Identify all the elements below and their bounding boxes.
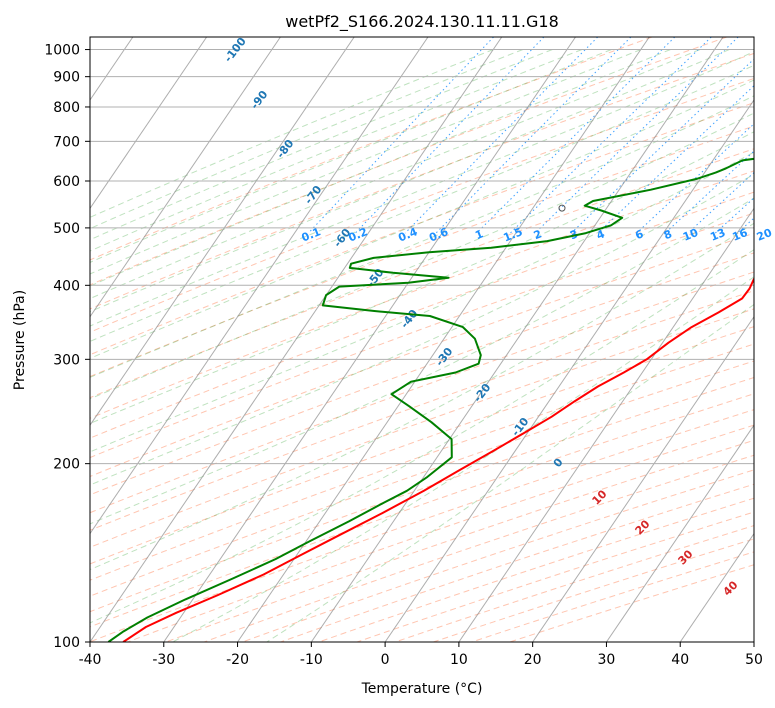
x-tick-label: 20 (524, 652, 542, 668)
moist-adiabat-line (90, 222, 754, 571)
mixing-ratio-label: 10 (681, 226, 700, 244)
dry-adiabat-line (395, 525, 754, 642)
x-tick-label: -40 (79, 652, 102, 668)
dry-adiabat-line (90, 37, 727, 286)
mixing-ratio-label: 13 (708, 226, 727, 244)
dry-adiabat-line (280, 483, 754, 642)
chart-title: wetPf2_S166.2024.130.11.11.G18 (285, 12, 559, 32)
moist-adiabat-line (90, 173, 754, 486)
dry-adiabat-line (90, 326, 754, 565)
mixing-ratio-line (435, 37, 632, 234)
mixing-ratio-labels: 0.10.20.40.611.52346810131620253036 (300, 225, 775, 244)
moist-adiabat-line (90, 49, 553, 241)
mixing-ratio-line (687, 171, 754, 234)
moist-adiabat-line (90, 49, 700, 300)
isotherm-line (90, 37, 281, 318)
moist-adiabat-line (90, 112, 754, 400)
dry-adiabat-line (356, 511, 754, 642)
dry-adiabat-line (90, 360, 754, 597)
isotherm-line (237, 37, 650, 642)
isotherm-line (679, 532, 754, 642)
y-tick-label: 800 (53, 100, 80, 116)
mixing-ratio-label: 16 (730, 226, 749, 244)
x-tick-label: 30 (598, 652, 616, 668)
moist-adiabat-line (90, 49, 671, 287)
dry-adiabat-line (90, 102, 754, 356)
dry-adiabat-line (318, 497, 754, 642)
moist-adiabat-line (90, 131, 754, 425)
moist-adiabat-line (90, 49, 612, 263)
dry-adiabat-line (90, 271, 754, 514)
moist-adiabat-line (90, 249, 754, 624)
x-tick-label: -30 (152, 652, 175, 668)
mixing-ratio-label: 20 (755, 226, 774, 244)
isotherm-line (90, 37, 208, 210)
mixing-ratio-label: 1 (473, 227, 485, 242)
dry-adiabat-line (242, 469, 754, 642)
dry-adiabat-line (90, 290, 754, 531)
isotherm-line (384, 99, 754, 642)
y-tick-label: 300 (53, 352, 80, 368)
plot-frame (89, 36, 755, 643)
dry-adiabat-line (90, 343, 754, 581)
dry-adiabat-line (90, 125, 754, 378)
isotherm-line (606, 424, 754, 642)
x-tick-label: 40 (671, 652, 689, 668)
isotherm-line (90, 37, 503, 642)
mixing-ratio-label: 8 (662, 227, 674, 242)
mixing-ratio-line (509, 37, 712, 234)
dry-adiabat-line (90, 376, 754, 613)
y-tick-label: 400 (53, 278, 80, 294)
isotherm-line (458, 207, 754, 642)
dry-adiabat-line (204, 454, 754, 642)
x-axis-label: Temperature (°C) (361, 681, 483, 697)
moist-adiabat-line (90, 64, 754, 342)
moist-adiabat-line (90, 49, 641, 275)
moist-adiabat-line (90, 79, 754, 359)
y-tick-label: 500 (53, 221, 80, 237)
mixing-ratio-line (308, 37, 494, 234)
isotherm-line (90, 37, 429, 535)
mixing-ratio-line (476, 37, 676, 234)
moist-adiabat-line (172, 276, 754, 642)
y-tick-label: 600 (53, 174, 80, 190)
dry-adiabat-line (90, 37, 653, 261)
dry-adiabat-line (90, 252, 754, 496)
pressure-gridlines (90, 37, 754, 642)
x-tick-label: -10 (300, 652, 323, 668)
isotherm-line (310, 37, 724, 642)
dewpoint-line (107, 157, 754, 642)
y-tick-label: 200 (53, 457, 80, 473)
y-tick-label: 900 (53, 70, 80, 86)
y-axis-label: Pressure (hPa) (12, 290, 28, 390)
y-tick-label: 1000 (44, 43, 80, 59)
x-tick-label: 10 (450, 652, 468, 668)
y-tick-label: 100 (53, 635, 80, 651)
moist-adiabat-line (90, 51, 754, 327)
x-axis-ticks: -40 -30 -20 -10 0 10 20 30 40 50 (79, 642, 763, 668)
x-tick-label: -20 (226, 652, 249, 668)
y-tick-label: 700 (53, 134, 80, 150)
moist-adiabat-line (266, 303, 754, 642)
isotherm-line (90, 37, 355, 427)
dry-adiabat-line (90, 52, 754, 310)
isotherm-line (532, 315, 754, 642)
mixing-ratio-line (597, 85, 754, 234)
moist-adiabat-line (90, 49, 582, 252)
background-reference-lines (90, 37, 754, 642)
isotherm-line (163, 37, 576, 642)
dry-adiabat-line (90, 232, 754, 478)
x-tick-label: 50 (745, 652, 763, 668)
moist-adiabat-line (90, 95, 754, 378)
dry-adiabat-line (90, 308, 754, 548)
mixing-ratio-label: 2 (532, 227, 544, 242)
parcel-marker (558, 204, 566, 212)
mixing-ratio-line (404, 37, 599, 234)
moist-adiabat-line (90, 49, 523, 230)
y-axis-ticks: 1000 900 800 700 600 500 400 300 200 100 (44, 43, 90, 651)
x-tick-label: 0 (381, 652, 390, 668)
